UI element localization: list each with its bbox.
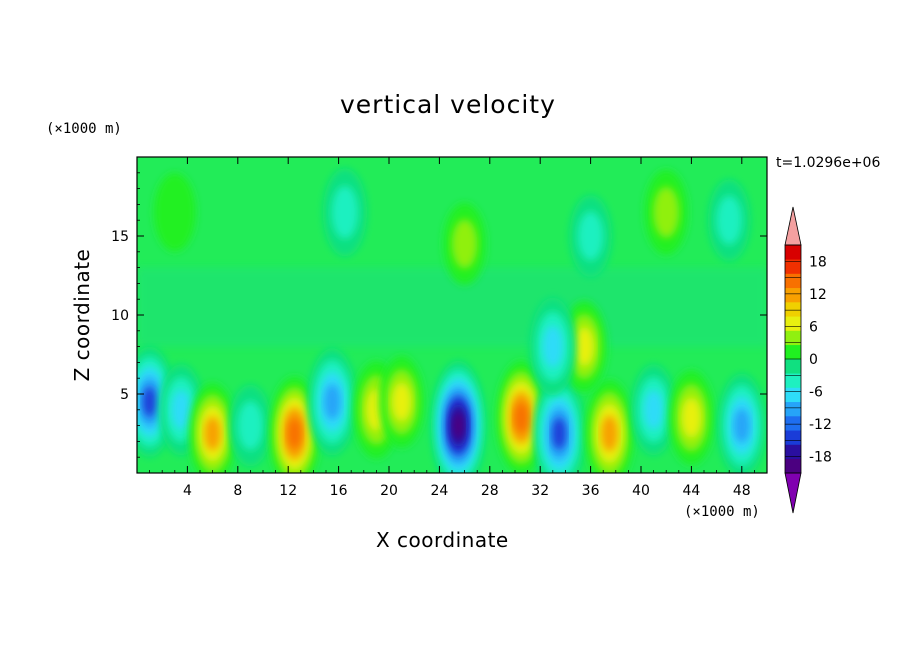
field-cell — [452, 412, 464, 439]
colorbar-bin — [785, 444, 801, 460]
y-tick-label: 5 — [120, 387, 129, 403]
field-cell — [331, 185, 359, 239]
colorbar-bin — [785, 287, 801, 303]
colorbar-tick-label: 12 — [809, 287, 827, 303]
field-cell — [171, 390, 191, 430]
field-cell — [154, 173, 196, 252]
field-cell — [237, 401, 264, 451]
field-band — [137, 267, 767, 347]
colorbar-bin — [785, 344, 801, 360]
colorbar-tick-label: 6 — [809, 319, 818, 335]
colorbar: 18 12 6 0 -6 -12 -18 — [784, 206, 832, 514]
field-cell — [574, 327, 594, 367]
colorbar-tick-label: 0 — [809, 352, 818, 368]
x-tick-label: 36 — [582, 483, 600, 499]
x-tick-label: 44 — [682, 483, 700, 499]
x-tick-label: 28 — [481, 483, 499, 499]
colorbar-bin — [785, 416, 801, 431]
y-tick-label: 15 — [111, 229, 129, 245]
field-cell — [514, 402, 529, 434]
colorbar-bin — [785, 387, 801, 403]
field-cell — [542, 325, 563, 368]
x-axis-unit-label: (×1000 m) — [684, 504, 760, 520]
colorbar-bin — [785, 458, 801, 474]
colorbar-bin — [785, 430, 801, 445]
field-cell — [392, 382, 412, 422]
x-tick-label: 8 — [233, 483, 242, 499]
colorbar-bin — [785, 330, 801, 346]
colorbar-bin — [785, 302, 801, 317]
field-cell — [716, 195, 742, 245]
colorbar-max-triangle — [784, 206, 802, 246]
field-cell — [644, 390, 664, 430]
x-tick-label: 4 — [183, 483, 192, 499]
x-tick-label: 12 — [279, 483, 297, 499]
x-tick-label: 32 — [531, 483, 549, 499]
field-cell — [451, 219, 478, 269]
field-cell — [601, 415, 618, 452]
field-cell — [577, 211, 604, 261]
colorbar-tick-label: 18 — [809, 254, 827, 270]
y-tick-label: 10 — [111, 308, 129, 324]
colorbar-tick-label: -12 — [809, 417, 832, 433]
field-cell — [287, 418, 302, 449]
field-cell — [142, 386, 157, 417]
z-axis-unit-label: (×1000 m) — [46, 121, 122, 137]
field-cell — [552, 417, 567, 450]
colorbar-bin — [785, 373, 801, 388]
colorbar-bin — [785, 401, 801, 417]
x-tick-label: 16 — [330, 483, 348, 499]
colorbar-tick-label: -18 — [809, 450, 832, 466]
time-label: t=1.0296e+06 — [776, 155, 881, 171]
colorbar-bin — [785, 316, 801, 331]
field-cell — [653, 186, 680, 238]
colorbar-tick-label: -6 — [809, 385, 823, 401]
x-axis-title: X coordinate — [376, 528, 509, 552]
colorbar-min-triangle — [784, 472, 802, 514]
field-cell — [204, 416, 221, 451]
field-cell — [324, 384, 341, 420]
x-tick-label: 48 — [733, 483, 751, 499]
x-tick-label: 24 — [430, 483, 448, 499]
field-cell — [733, 408, 750, 443]
colorbar-bin — [785, 359, 801, 374]
field-cell — [681, 397, 702, 438]
colorbar-bin — [785, 245, 801, 260]
x-tick-label: 40 — [632, 483, 650, 499]
colorbar-bin — [785, 273, 801, 289]
chart-title: vertical velocity — [340, 90, 556, 119]
x-tick-label: 20 — [380, 483, 398, 499]
colorbar-bin — [785, 259, 801, 274]
